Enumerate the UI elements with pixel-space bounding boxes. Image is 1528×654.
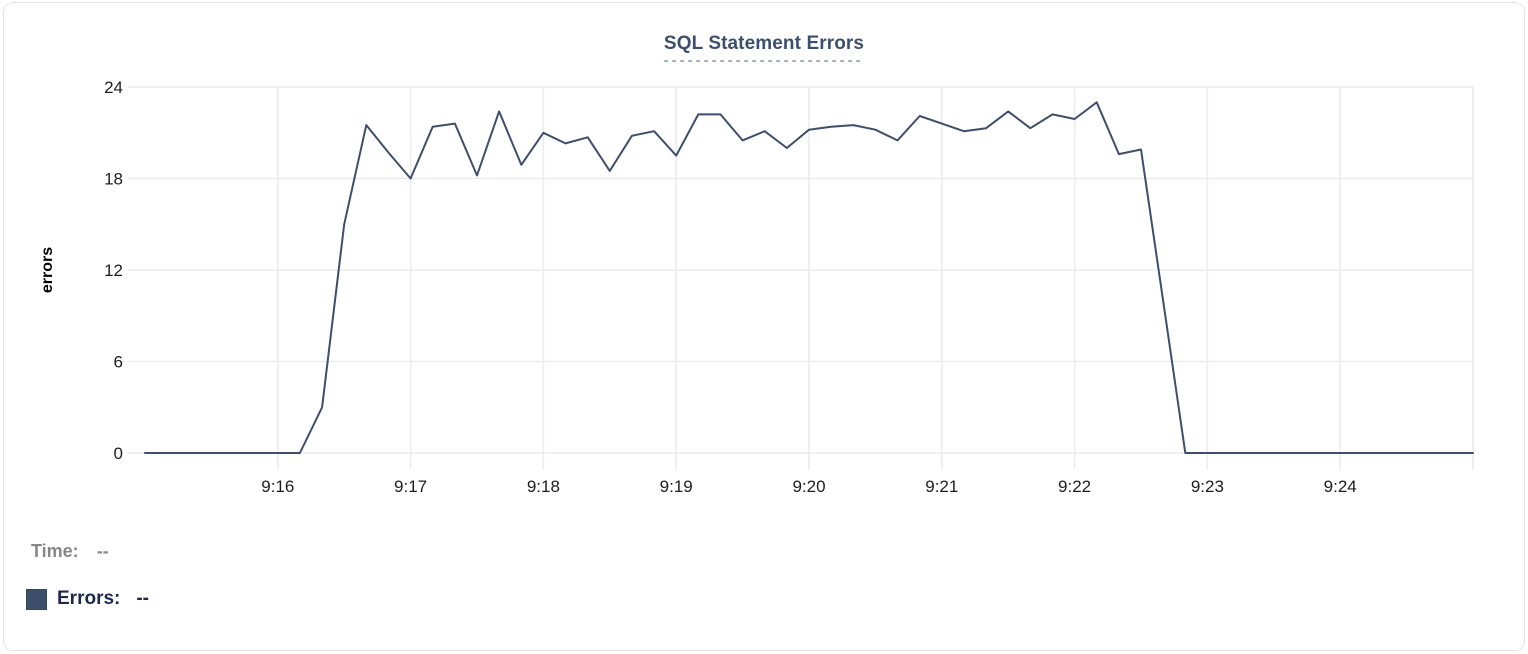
- x-tick-label: 9:24: [1324, 477, 1357, 496]
- legend-errors-row: Errors: --: [26, 588, 149, 610]
- x-tick-label: 9:23: [1191, 477, 1224, 496]
- y-tick-label: 12: [104, 261, 123, 280]
- y-tick-label: 18: [104, 170, 123, 189]
- time-value: --: [96, 541, 109, 561]
- y-tick-label: 0: [114, 444, 123, 463]
- chart-title[interactable]: SQL Statement Errors: [663, 33, 865, 62]
- x-tick-label: 9:18: [527, 477, 560, 496]
- legend-time-row: Time: --: [31, 541, 109, 562]
- x-tick-label: 9:17: [394, 477, 427, 496]
- x-tick-label: 9:16: [261, 477, 294, 496]
- y-tick-label: 6: [114, 353, 123, 372]
- line-chart[interactable]: 0 6 12 18 24 9:16 9:17 9:18 9:19 9:20 9:21 9:22 9:23…: [4, 3, 1525, 523]
- chart-card: SQL Statement Errors 0 6 12 18 24 9:16 9:17 9:1…: [3, 2, 1525, 651]
- errors-value: --: [136, 588, 150, 609]
- time-label: Time:: [31, 541, 79, 561]
- chart-title-text: SQL Statement Errors: [663, 33, 865, 54]
- errors-series-swatch: [26, 588, 47, 610]
- series-line: [144, 101, 1474, 454]
- x-tick-label: 9:19: [660, 477, 693, 496]
- errors-label: Errors:: [57, 588, 121, 609]
- chart-title-dashed-underline: [663, 60, 865, 62]
- x-tick-label: 9:21: [925, 477, 958, 496]
- y-axis-title: errors: [39, 247, 56, 293]
- x-tick-label: 9:22: [1058, 477, 1091, 496]
- y-tick-label: 24: [104, 78, 123, 97]
- x-tick-label: 9:20: [792, 477, 825, 496]
- chart-header: SQL Statement Errors: [4, 33, 1524, 62]
